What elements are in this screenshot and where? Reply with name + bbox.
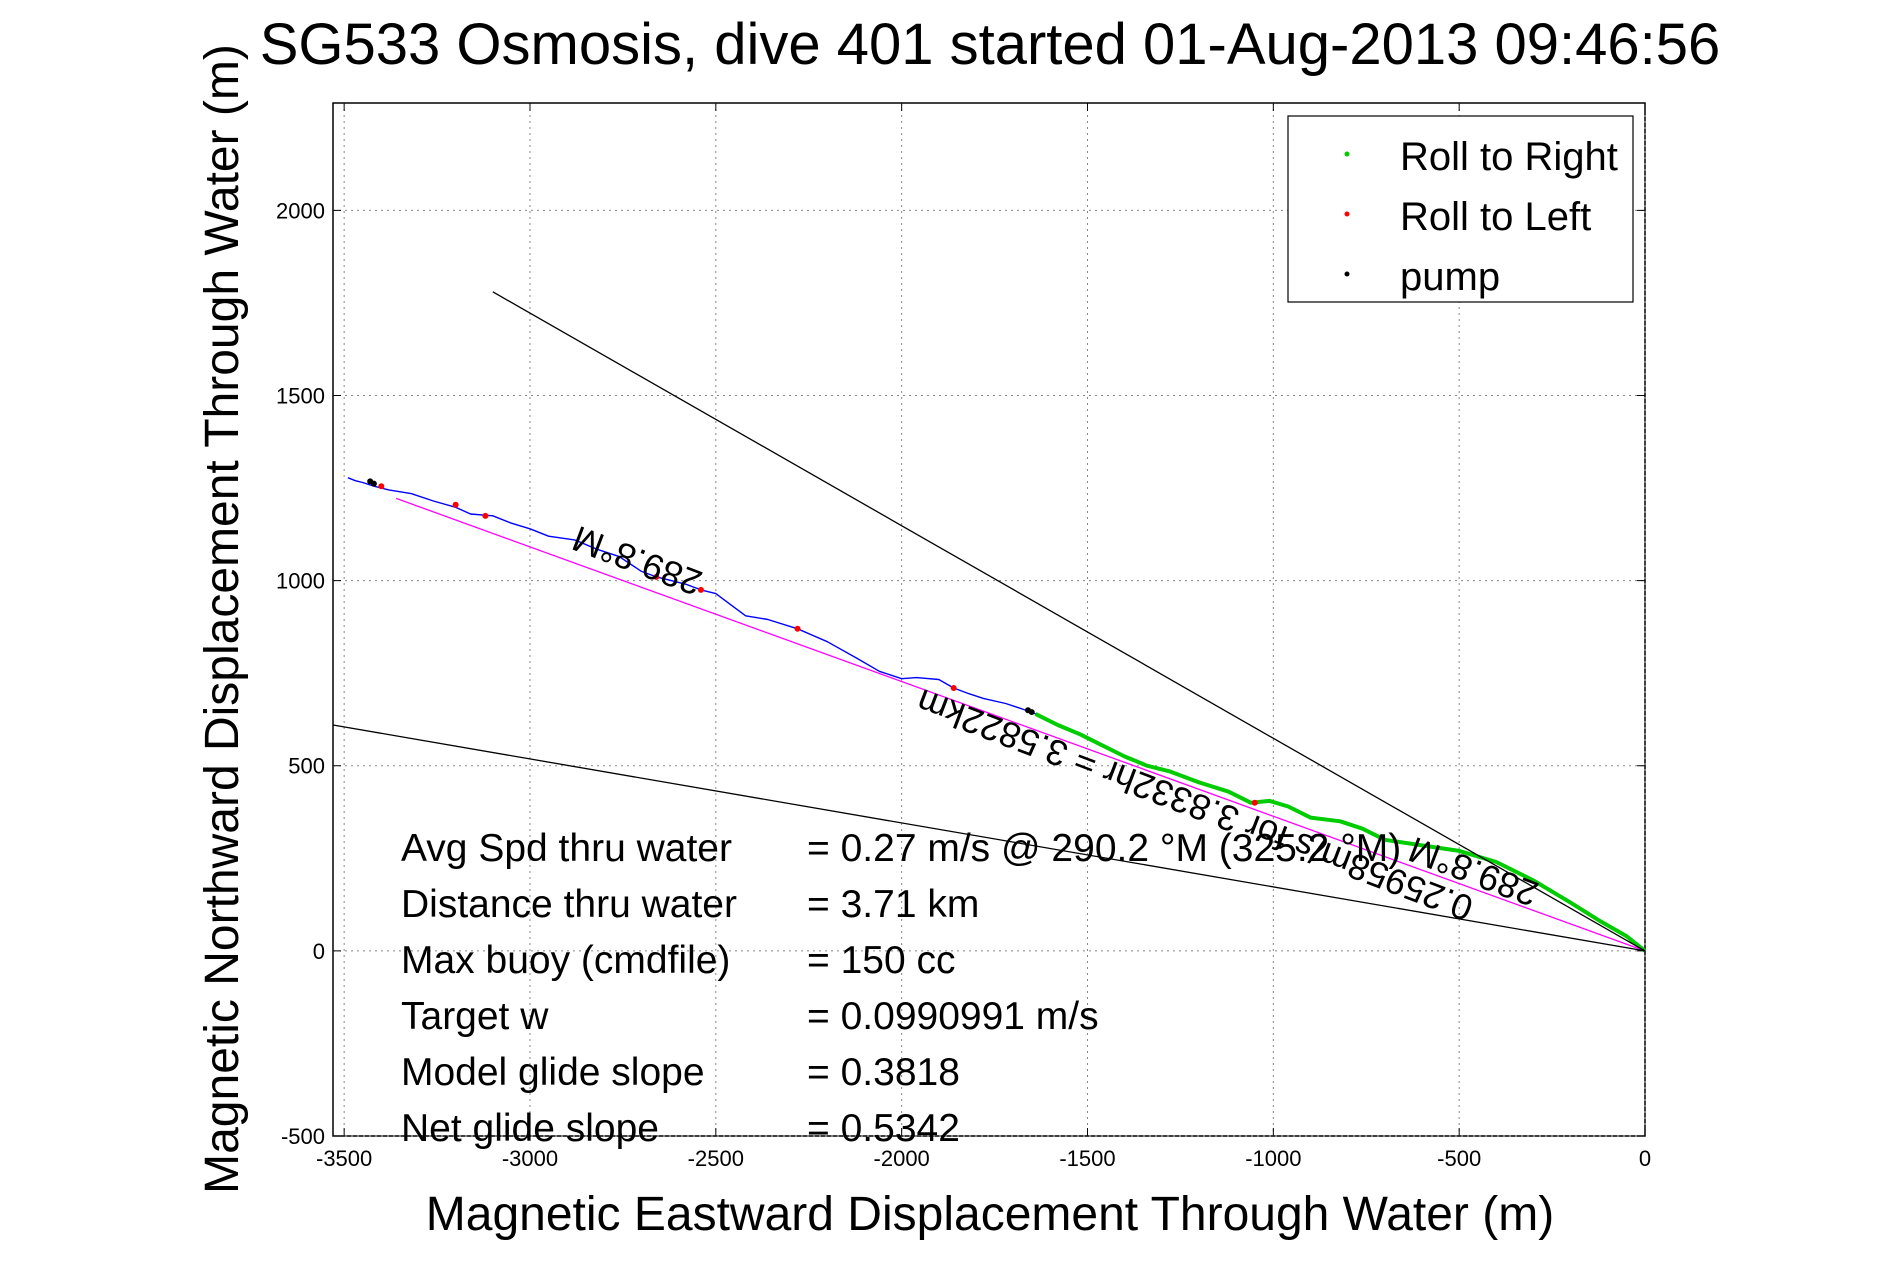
x-tick-label: -3500 bbox=[316, 1146, 372, 1171]
stat-label: Target w bbox=[401, 995, 549, 1038]
stat-value: = 150 cc bbox=[807, 939, 956, 982]
series-line-6 bbox=[332, 724, 1646, 952]
series-point-0 bbox=[697, 586, 704, 593]
x-tick-label: -500 bbox=[1437, 1146, 1481, 1171]
y-tick-label: 0 bbox=[313, 939, 325, 964]
stat-value: = 0.5342 bbox=[807, 1107, 960, 1150]
stats-block: Avg Spd thru water = 0.27 m/s @ 290.2 °M … bbox=[401, 827, 1401, 1150]
x-axis-label: Magnetic Eastward Displacement Through W… bbox=[426, 1188, 1554, 1241]
legend: Roll to Right Roll to Left pump bbox=[1287, 115, 1634, 303]
series-line-4 bbox=[395, 497, 1646, 952]
stat-value: = 0.27 m/s @ 290.2 °M (325.2 °M) bbox=[807, 827, 1401, 870]
stat-value: = 0.0990991 m/s bbox=[807, 995, 1099, 1038]
y-tick-label: 2000 bbox=[276, 198, 325, 223]
legend-label: Roll to Left bbox=[1400, 195, 1591, 239]
x-tick-label: 0 bbox=[1639, 1146, 1651, 1171]
legend-box bbox=[1287, 115, 1634, 303]
series-point-0 bbox=[1251, 799, 1258, 806]
series-point-0 bbox=[794, 625, 801, 632]
series-point-1 bbox=[367, 478, 374, 485]
series-point-0 bbox=[378, 483, 385, 490]
series-line-5 bbox=[492, 291, 1646, 952]
stat-value: = 3.71 km bbox=[807, 883, 979, 926]
series-point-0 bbox=[653, 573, 660, 580]
legend-marker bbox=[1344, 151, 1350, 157]
x-tick-label: -2500 bbox=[688, 1146, 744, 1171]
legend-marker bbox=[1344, 271, 1350, 277]
chart-title: SG533 Osmosis, dive 401 started 01-Aug-2… bbox=[260, 12, 1721, 77]
y-tick-label: 1000 bbox=[276, 569, 325, 594]
legend-label: pump bbox=[1400, 255, 1500, 299]
series-point-0 bbox=[482, 512, 489, 519]
y-tick-label: 500 bbox=[288, 754, 325, 779]
series-point-1 bbox=[1028, 709, 1035, 716]
series-layer bbox=[332, 291, 1647, 953]
y-axis-label: Magnetic Northward Displacement Through … bbox=[196, 44, 249, 1194]
x-tick-label: -1000 bbox=[1245, 1146, 1301, 1171]
series-point-0 bbox=[452, 501, 459, 508]
stat-label: Avg Spd thru water bbox=[401, 827, 732, 870]
y-tick-label: -500 bbox=[281, 1124, 325, 1149]
stat-label: Max buoy (cmdfile) bbox=[401, 939, 730, 982]
series-line-1 bbox=[1034, 712, 1647, 953]
stat-label: Model glide slope bbox=[401, 1051, 705, 1094]
x-tick-label: -1500 bbox=[1059, 1146, 1115, 1171]
stat-label: Net glide slope bbox=[401, 1107, 659, 1150]
legend-label: Roll to Right bbox=[1400, 135, 1618, 179]
ticks: -3500 -3000 -2500 -2000 -1500 -1000 -500 0 -500 0… bbox=[276, 103, 1651, 1171]
legend-marker bbox=[1344, 211, 1350, 217]
x-tick-label: -3000 bbox=[502, 1146, 558, 1171]
series-point-0 bbox=[950, 684, 957, 691]
stat-label: Distance thru water bbox=[401, 883, 737, 926]
y-tick-label: 1500 bbox=[276, 383, 325, 408]
x-tick-label: -2000 bbox=[874, 1146, 930, 1171]
stat-value: = 0.3818 bbox=[807, 1051, 960, 1094]
